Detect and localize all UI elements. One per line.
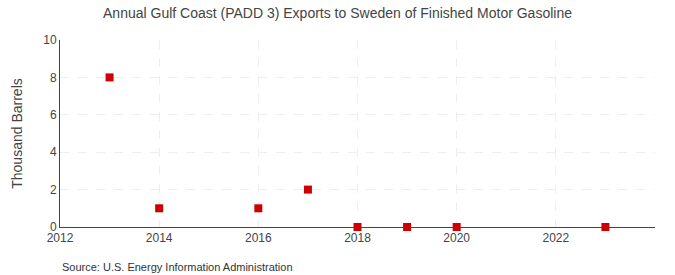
svg-text:8: 8 xyxy=(50,71,57,85)
svg-text:0: 0 xyxy=(50,220,57,234)
svg-text:6: 6 xyxy=(50,108,57,122)
svg-text:2014: 2014 xyxy=(146,231,173,245)
svg-text:Thousand Barrels: Thousand Barrels xyxy=(9,78,25,189)
svg-text:2016: 2016 xyxy=(245,231,272,245)
svg-text:2018: 2018 xyxy=(344,231,371,245)
svg-text:Source: U.S. Energy Informatio: Source: U.S. Energy Information Administ… xyxy=(62,261,293,273)
svg-text:2020: 2020 xyxy=(443,231,470,245)
svg-text:4: 4 xyxy=(50,145,57,159)
svg-text:10: 10 xyxy=(43,33,57,47)
svg-text:2: 2 xyxy=(50,183,57,197)
svg-text:2012: 2012 xyxy=(47,231,74,245)
svg-text:2022: 2022 xyxy=(542,231,569,245)
svg-text:Annual Gulf Coast (PADD 3) Exp: Annual Gulf Coast (PADD 3) Exports to Sw… xyxy=(103,5,572,21)
